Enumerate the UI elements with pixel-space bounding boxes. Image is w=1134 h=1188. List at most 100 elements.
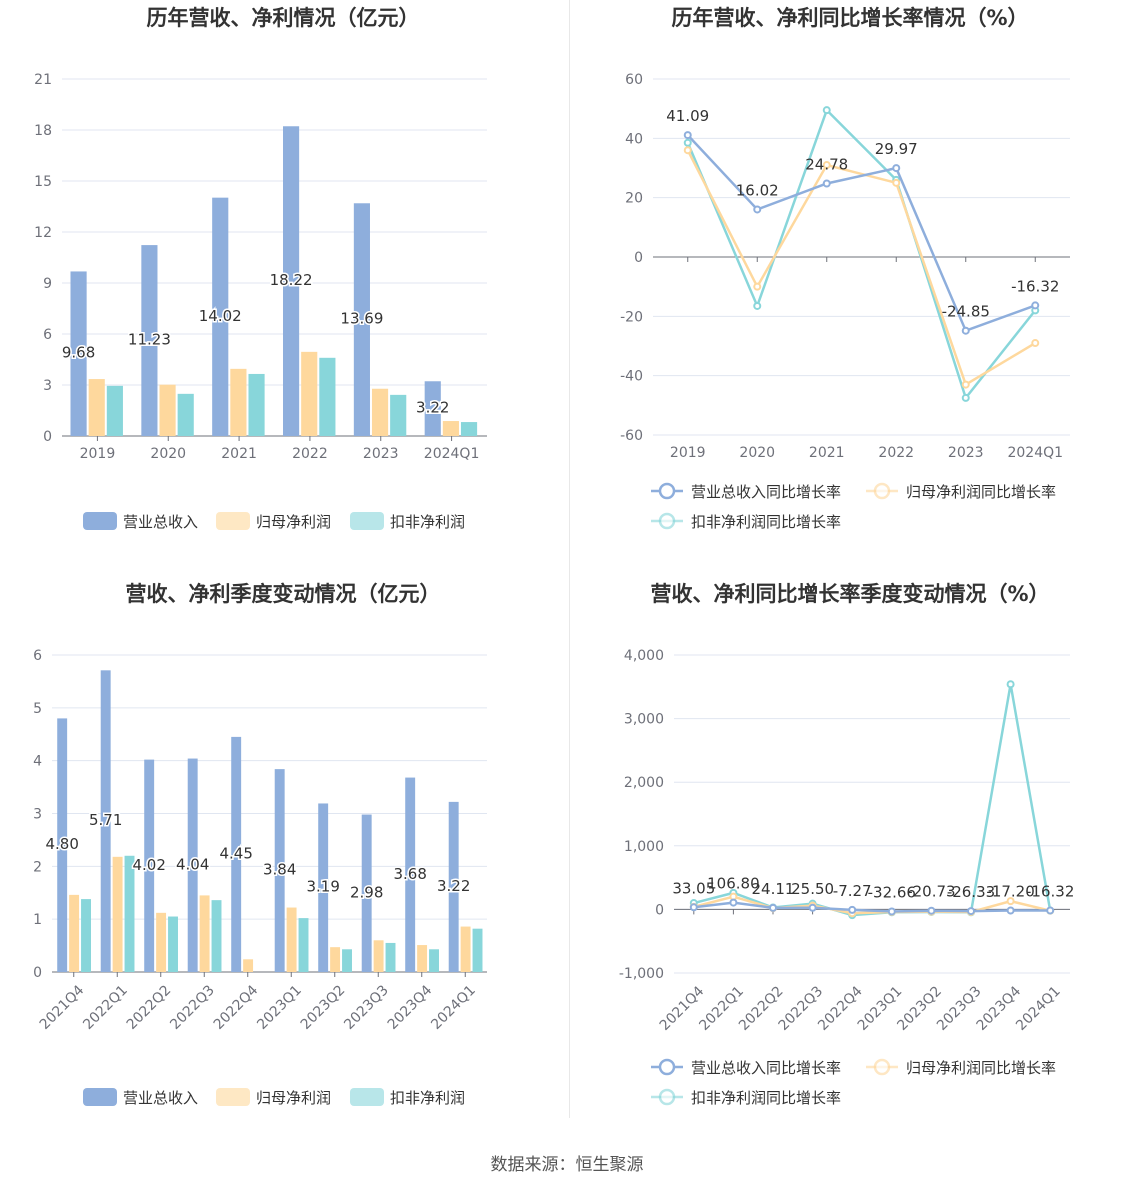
line-point	[822, 161, 831, 170]
x-tick-label: 2024Q1	[1007, 445, 1063, 461]
y-tick-label: 0	[655, 902, 664, 918]
y-tick-label: 0	[634, 250, 643, 266]
line-point	[1006, 897, 1015, 906]
y-tick-label: 12	[34, 225, 52, 241]
line-point	[753, 205, 762, 214]
bar-net-profit	[460, 926, 471, 972]
x-tick-label: 2022	[878, 445, 914, 461]
legend-swatch	[350, 512, 384, 530]
line-point	[753, 301, 762, 310]
line-point	[961, 393, 970, 402]
y-tick-label: 1,000	[624, 839, 664, 855]
x-tick-label: 2022Q1	[80, 982, 131, 1033]
line-value-label: 16.02	[736, 181, 779, 199]
line-point	[683, 146, 692, 155]
chart-title: 历年营收、净利情况（亿元）	[147, 6, 420, 30]
bar-revenue	[141, 245, 158, 436]
line-point	[822, 179, 831, 188]
y-tick-label: 4	[33, 754, 42, 770]
line-point	[689, 903, 698, 912]
y-tick-label: -20	[620, 309, 643, 325]
legend-label: 归母净利润	[256, 513, 331, 531]
legend-label: 营业总收入同比增长率	[691, 483, 841, 501]
bar-revenue	[361, 814, 372, 972]
line-value-label: -20.73	[907, 883, 955, 901]
line-value-label: 25.50	[791, 880, 834, 898]
bar-net-profit	[159, 384, 176, 436]
bar-value-label: 4.45	[219, 844, 252, 862]
chart-quarterly-growth-rate: 营收、净利同比增长率季度变动情况（%） -1,000 0 1,000 2,000 3,00…	[567, 576, 1134, 1152]
y-tick-label: 6	[33, 648, 42, 664]
bar-revenue	[448, 801, 459, 972]
line-value-label: -17.20	[986, 882, 1034, 900]
bar-net-profit	[330, 947, 341, 972]
line-point	[887, 907, 896, 916]
bar-value-label: 14.02	[199, 307, 242, 325]
chart-title: 历年营收、净利同比增长率情况（%）	[671, 6, 1028, 30]
bar-net-profit	[69, 894, 80, 972]
line-value-label: 29.97	[875, 140, 918, 158]
chart-annual-growth-rate: 历年营收、净利同比增长率情况（%） -60 -40 -20 0 20 40 60 2019 202…	[567, 0, 1134, 576]
line-value-label: 24.11	[752, 880, 795, 898]
bar-net-profit	[371, 388, 389, 436]
bar-value-label: 11.23	[128, 331, 171, 349]
line-point	[1031, 301, 1040, 310]
bar-deducted-net-profit	[168, 916, 178, 972]
line-value-label: -7.27	[833, 882, 872, 900]
bar-deducted-net-profit	[81, 899, 91, 972]
x-tick-label: 2020	[739, 445, 775, 461]
bar-revenue	[424, 381, 441, 436]
line-point	[1006, 680, 1015, 689]
line-point	[892, 164, 901, 173]
bar-value-label: 4.02	[132, 856, 165, 874]
line-value-label: -32.66	[868, 883, 916, 901]
legend-swatch	[350, 1088, 384, 1106]
bar-revenue	[212, 197, 229, 436]
bar-value-label: 3.84	[263, 861, 296, 879]
line-point	[967, 907, 975, 916]
x-tick-label: 2019	[670, 445, 706, 461]
bar-net-profit	[88, 379, 105, 436]
x-tick-label: 2022Q2	[124, 982, 175, 1033]
chart-svg-1: 历年营收、净利同比增长率情况（%） -60 -40 -20 0 20 40 60 2019 202…	[620, 6, 1070, 531]
y-tick-label: 40	[625, 131, 643, 147]
y-tick-label: 21	[34, 72, 52, 88]
y-tick-label: 60	[625, 72, 643, 88]
y-tick-label: -1,000	[619, 966, 664, 982]
line-point	[927, 906, 936, 915]
bar-value-label: 18.22	[270, 271, 313, 289]
y-tick-label: 15	[34, 174, 52, 190]
y-tick-label: 2,000	[624, 775, 664, 791]
bar-deducted-net-profit	[472, 928, 483, 972]
bar-revenue	[405, 777, 416, 972]
bar-value-label: 3.22	[416, 399, 449, 417]
y-tick-label: 18	[34, 123, 52, 139]
bar-net-profit	[301, 351, 318, 436]
bar-net-profit	[286, 907, 297, 972]
x-tick-label: 2020	[150, 446, 186, 462]
y-tick-label: 2	[33, 859, 42, 875]
panel-divider	[569, 0, 570, 1118]
line-point	[753, 282, 762, 291]
y-tick-label: -60	[620, 428, 643, 444]
y-tick-label: 20	[625, 191, 643, 207]
bar-net-profit	[199, 895, 210, 972]
x-tick-label: 2021Q4	[37, 982, 88, 1033]
bar-value-label: 3.68	[393, 865, 426, 883]
x-tick-label: 2022Q3	[167, 982, 218, 1033]
chart-svg-0: 历年营收、净利情况（亿元） 0 3 6 9 12 15 18 21 2019 2020 2021 202…	[34, 6, 487, 531]
chart-annual-revenue-profit: 历年营收、净利情况（亿元） 0 3 6 9 12 15 18 21 2019 2020 2021 202…	[0, 0, 567, 576]
x-tick-label: 2023Q1	[254, 982, 305, 1033]
legend-marker	[873, 482, 891, 500]
legend-label: 营业总收入	[123, 513, 198, 531]
line-point	[961, 380, 970, 389]
legend-label: 归母净利润同比增长率	[906, 1059, 1056, 1077]
y-tick-label: 4,000	[624, 648, 664, 664]
bar-revenue	[318, 803, 329, 972]
bar-net-profit	[373, 940, 384, 972]
bar-revenue	[144, 759, 155, 972]
line-revenue-growth	[686, 134, 1036, 333]
x-tick-label: 2019	[80, 446, 116, 462]
bar-net-profit	[442, 421, 459, 436]
y-tick-label: 3,000	[624, 712, 664, 728]
